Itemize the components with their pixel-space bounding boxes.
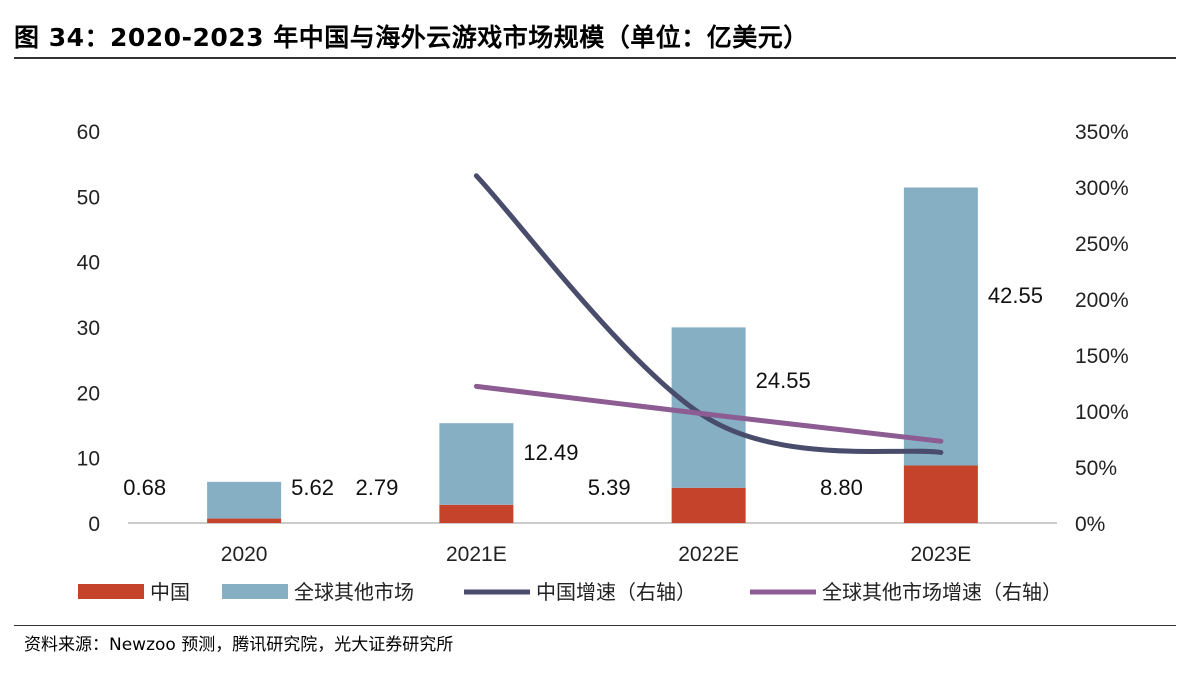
- data-label-other: 5.62: [291, 475, 334, 500]
- y-tick-label: 50: [77, 186, 100, 209]
- data-label-china: 0.68: [123, 475, 166, 500]
- line-other-growth: [473, 383, 944, 444]
- y-tick-label: 20: [77, 382, 100, 405]
- data-label-other: 12.49: [523, 440, 578, 465]
- y-tick-label: 10: [77, 448, 100, 471]
- x-tick-label: 2023E: [911, 543, 972, 566]
- legend-label: 全球其他市场增速（右轴）: [822, 580, 1062, 604]
- data-label-other: 42.55: [988, 283, 1043, 308]
- bar-china: [671, 487, 746, 523]
- y2-tick-label: 300%: [1075, 177, 1129, 200]
- bar-other: [207, 481, 282, 519]
- legend-swatch: [78, 584, 144, 599]
- data-label-china: 2.79: [356, 475, 399, 500]
- bar-other: [903, 187, 978, 466]
- legend-label: 中国增速（右轴）: [536, 580, 696, 604]
- data-label-china: 8.80: [820, 475, 863, 500]
- bar-china: [439, 504, 514, 523]
- data-label-other: 24.55: [756, 368, 811, 393]
- bar-other: [439, 423, 514, 505]
- y-tick-label: 30: [77, 317, 100, 340]
- data-label-china: 5.39: [588, 475, 631, 500]
- y-tick-label: 60: [77, 121, 100, 144]
- legend-label: 中国: [150, 580, 190, 604]
- source-note: 资料来源：Newzoo 预测，腾讯研究院，光大证券研究所: [24, 635, 454, 655]
- y2-tick-label: 100%: [1075, 401, 1129, 424]
- bar-china: [903, 465, 978, 523]
- y2-tick-label: 350%: [1075, 121, 1129, 144]
- legend-label: 全球其他市场: [294, 580, 414, 604]
- y2-tick-label: 150%: [1075, 345, 1129, 368]
- bar-china: [207, 518, 282, 523]
- x-tick-label: 2021E: [446, 543, 507, 566]
- chart-title: 图 34：2020-2023 年中国与海外云游戏市场规模（单位：亿美元）: [14, 23, 809, 52]
- title-divider: [14, 57, 1176, 59]
- y-tick-label: 40: [77, 252, 100, 275]
- source-divider: [14, 625, 1176, 626]
- y2-tick-label: 200%: [1075, 289, 1129, 312]
- x-tick-label: 2020: [221, 543, 268, 566]
- y-tick-label: 0: [88, 513, 100, 536]
- legend-swatch: [222, 584, 288, 599]
- y2-tick-label: 250%: [1075, 233, 1129, 256]
- y2-tick-label: 0%: [1075, 513, 1105, 536]
- y2-tick-label: 50%: [1075, 457, 1117, 480]
- bar-other: [671, 327, 746, 488]
- chart: 0 10 20 30 40 50 60 0% 50% 100% 150% 200% 250% 300% 35…: [77, 121, 1129, 604]
- x-tick-label: 2022E: [678, 543, 739, 566]
